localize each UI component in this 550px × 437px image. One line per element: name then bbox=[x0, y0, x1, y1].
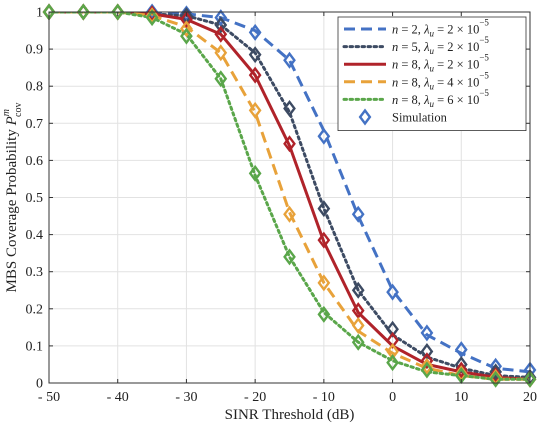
legend-label-5: n = 8, λu = 6 × 10−5 bbox=[392, 88, 489, 109]
legend-label-3: n = 8, λu = 2 × 10−5 bbox=[392, 53, 489, 74]
sim-point-s5 bbox=[489, 370, 503, 388]
x-tick-label: 10 bbox=[454, 390, 468, 405]
y-axis-label-symbol: P bbox=[4, 116, 20, 126]
y-tick-label: 0.6 bbox=[26, 154, 44, 169]
sim-point-s2 bbox=[351, 281, 365, 299]
y-tick-label: 1 bbox=[36, 6, 43, 21]
y-axis-label-sub: cov bbox=[13, 103, 24, 117]
sim-point-s5 bbox=[386, 354, 399, 372]
sim-point-s5 bbox=[248, 164, 262, 182]
sim-point-s5 bbox=[180, 27, 193, 45]
sim-point-s4 bbox=[283, 205, 296, 223]
series-line-4 bbox=[49, 12, 530, 381]
sim-point-s1 bbox=[351, 205, 365, 223]
legend-swatch-simulation bbox=[358, 108, 372, 126]
sim-point-s1 bbox=[214, 9, 228, 27]
y-tick-label: 0.2 bbox=[26, 302, 44, 317]
legend-label-2: n = 5, λu = 2 × 10−5 bbox=[392, 35, 489, 56]
sim-point-s4 bbox=[317, 274, 331, 292]
x-tick-label: 0 bbox=[389, 390, 396, 405]
sim-point-s3 bbox=[248, 66, 262, 84]
sim-point-s2 bbox=[214, 16, 228, 34]
sim-point-s2 bbox=[317, 200, 331, 218]
series-line-1 bbox=[49, 12, 530, 374]
legend-label-1: n = 2, λu = 2 × 10−5 bbox=[392, 18, 489, 39]
y-tick-label: 0.1 bbox=[26, 339, 44, 354]
legend-label-4: n = 8, λu = 4 × 10−5 bbox=[392, 70, 489, 91]
y-tick-label: 0.3 bbox=[26, 265, 44, 280]
x-tick-label: - 10 bbox=[313, 390, 335, 405]
y-tick-label: 0.7 bbox=[26, 117, 44, 132]
legend: n = 2, λu = 2 × 10−5n = 5, λu = 2 × 10−5… bbox=[337, 16, 527, 131]
axis-ticks: - 50 - 40 - 30 - 20 - 10 0 10 20 0 0.1 0.2 0.3 0.4 0.… bbox=[26, 6, 538, 406]
y-axis-label: MBS Coverage Probability Pmcov bbox=[1, 103, 24, 293]
x-tick-label: - 40 bbox=[107, 390, 129, 405]
x-axis-label: SINR Threshold (dB) bbox=[225, 407, 355, 423]
sim-point-s5 bbox=[214, 70, 228, 88]
sim-point-s1 bbox=[248, 23, 262, 41]
sim-point-s4 bbox=[420, 357, 434, 375]
sim-point-s5 bbox=[111, 3, 125, 21]
sim-point-s4 bbox=[214, 44, 228, 62]
sim-point-s5 bbox=[145, 9, 159, 27]
sim-point-s3 bbox=[420, 352, 434, 370]
sim-point-s2 bbox=[489, 363, 503, 381]
legend-box bbox=[337, 16, 527, 131]
series-lines bbox=[49, 12, 530, 381]
sim-point-s1 bbox=[283, 51, 296, 69]
x-tick-label: - 50 bbox=[38, 390, 60, 405]
sim-point-s1 bbox=[317, 127, 331, 145]
legend-label-simulation: Simulation bbox=[392, 111, 448, 125]
series-line-5 bbox=[49, 12, 530, 381]
sim-point-s1 bbox=[420, 324, 434, 342]
y-tick-label: 0.5 bbox=[26, 191, 44, 206]
y-tick-label: 0.8 bbox=[26, 80, 44, 95]
sim-point-s4 bbox=[248, 101, 262, 119]
y-axis-label-main: MBS Coverage Probability bbox=[4, 125, 20, 292]
sim-point-s3 bbox=[454, 361, 468, 379]
simulation-markers bbox=[42, 3, 537, 388]
sim-point-s5 bbox=[420, 361, 434, 379]
y-tick-label: 0.4 bbox=[26, 228, 44, 243]
x-tick-label: 20 bbox=[523, 390, 537, 405]
sim-point-s2 bbox=[248, 46, 262, 64]
y-tick-label: 0.9 bbox=[26, 43, 44, 58]
sim-point-s4 bbox=[180, 20, 193, 38]
sim-point-s3 bbox=[214, 25, 228, 43]
sim-point-s5 bbox=[523, 370, 537, 388]
sim-point-s3 bbox=[283, 135, 296, 153]
sim-point-s3 bbox=[317, 231, 331, 249]
sim-point-s1 bbox=[386, 283, 399, 301]
sim-point-s4 bbox=[351, 316, 365, 334]
sim-point-s5 bbox=[351, 333, 365, 351]
x-tick-label: - 30 bbox=[175, 390, 197, 405]
x-tick-label: - 20 bbox=[244, 390, 266, 405]
y-tick-label: 0 bbox=[36, 377, 43, 392]
sim-point-s5 bbox=[317, 305, 331, 323]
y-axis-label-sup: m bbox=[1, 109, 12, 116]
sim-point-s5 bbox=[283, 248, 296, 266]
sim-point-s5 bbox=[76, 3, 90, 21]
sim-point-s2 bbox=[283, 99, 296, 117]
sim-point-s3 bbox=[180, 10, 193, 28]
